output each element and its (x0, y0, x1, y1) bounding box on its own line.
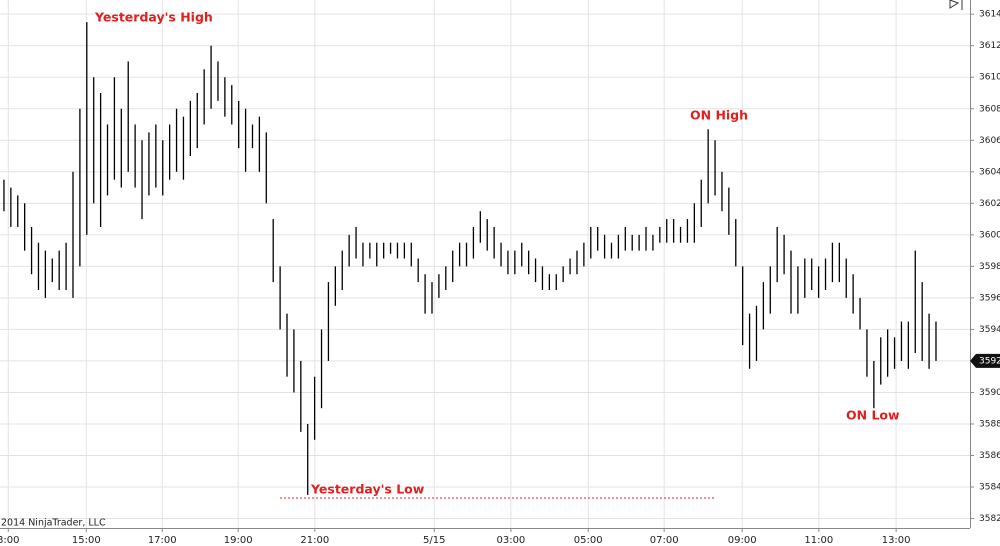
annotation: ON High (690, 108, 748, 123)
y-tick-label: 3588 (979, 419, 1000, 429)
y-tick-label: 3596 (979, 293, 1000, 303)
x-tick-label: 09:00 (728, 535, 757, 546)
y-tick-label: 3604 (979, 167, 1000, 177)
x-tick-label: 05:00 (574, 535, 603, 546)
y-tick-label: 3598 (979, 262, 1000, 272)
y-tick-label: 3594 (979, 325, 1000, 335)
y-tick-label: 3606 (979, 136, 1000, 146)
x-tick-label: 15:00 (72, 535, 101, 546)
x-tick-label: 11:00 (804, 535, 833, 546)
grid (0, 0, 970, 528)
y-tick-label: 3590 (979, 388, 1000, 398)
y-tick-label: 3614 (979, 10, 1000, 20)
y-tick-label: 3612 (979, 41, 1000, 51)
x-tick-label: 03:00 (496, 535, 525, 546)
copyright: 2014 NinjaTrader, LLC (1, 518, 106, 529)
x-tick-label: 13:00 (882, 535, 911, 546)
x-tick-label: 21:00 (300, 535, 329, 546)
x-tick-label: 07:00 (650, 535, 679, 546)
y-tick-label: 3610 (979, 73, 1000, 83)
annotation: ON Low (846, 408, 900, 423)
x-tick-label: 19:00 (224, 535, 253, 546)
y-tick-label: 3584 (979, 483, 1000, 493)
x-tick-label: 5/15 (423, 535, 445, 546)
x-tick-label: 17:00 (148, 535, 177, 546)
annotation: Yesterday's High (94, 10, 213, 25)
x-tick-label: 3:00 (0, 535, 20, 546)
last-price-box (970, 353, 1000, 368)
y-tick-label: 3608 (979, 104, 1000, 114)
annotation: Yesterday's Low (310, 482, 425, 497)
last-price-label: 3592 (979, 356, 1000, 366)
y-tick-label: 3586 (979, 451, 1000, 461)
bars (3, 22, 937, 495)
y-tick-label: 3602 (979, 199, 1000, 209)
y-tick-label: 3600 (979, 230, 1000, 240)
y-tick-label: 3582 (979, 514, 1000, 524)
scroll-icon[interactable] (949, 0, 963, 10)
